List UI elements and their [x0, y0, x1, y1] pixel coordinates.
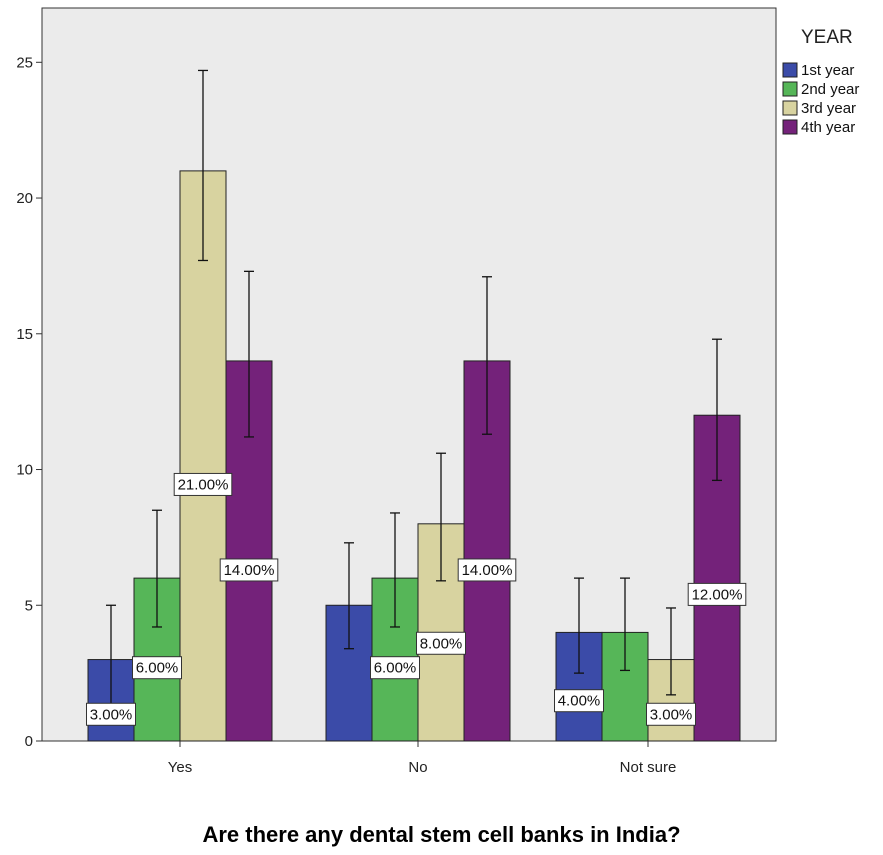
x-tick-label: Yes — [168, 759, 192, 776]
y-tick-label: 25 — [16, 54, 33, 71]
data-label-text: 6.00% — [136, 660, 179, 677]
data-label-text: 3.00% — [650, 706, 693, 723]
data-label: 6.00% — [132, 656, 182, 680]
y-tick-label: 10 — [16, 462, 33, 479]
data-label-text: 6.00% — [374, 660, 417, 677]
data-label-text: 14.00% — [224, 562, 275, 579]
chart: 0 5 10 15 20 25 Yes No Not sure 3.00% 6.00% 21.00… — [16, 7, 859, 776]
data-label-box — [646, 702, 696, 726]
error-bars — [106, 69, 722, 710]
data-label-box — [457, 558, 517, 582]
legend-swatch — [782, 119, 798, 135]
legend-label: 2nd year — [801, 81, 859, 98]
y-axis: 0 5 10 15 20 25 — [16, 54, 42, 750]
data-label-box — [132, 656, 182, 680]
legend-swatch — [782, 62, 798, 78]
data-label-box — [219, 558, 279, 582]
legend-title: YEAR — [801, 27, 853, 48]
data-label: 3.00% — [86, 702, 136, 726]
data-labels: 3.00%6.00%21.00%14.00%6.00%8.00%14.00%4.… — [86, 472, 747, 726]
bar — [693, 414, 741, 742]
data-label-box — [370, 656, 420, 680]
data-label-box — [554, 689, 604, 713]
legend-swatch — [782, 100, 798, 116]
legend-label: 1st year — [801, 62, 854, 79]
x-axis: Yes No Not sure — [168, 741, 677, 776]
legend-label: 3rd year — [801, 100, 856, 117]
y-tick-label: 20 — [16, 190, 33, 207]
data-label: 12.00% — [687, 582, 747, 606]
data-label-box — [86, 702, 136, 726]
data-label-text: 4.00% — [558, 693, 601, 710]
data-label: 6.00% — [370, 656, 420, 680]
data-label-box — [416, 631, 466, 655]
data-label-text: 14.00% — [462, 562, 513, 579]
data-label: 14.00% — [457, 558, 517, 582]
data-label-text: 3.00% — [90, 706, 133, 723]
y-tick-label: 15 — [16, 326, 33, 343]
data-label: 3.00% — [646, 702, 696, 726]
x-tick-label: No — [408, 759, 427, 776]
y-tick-label: 5 — [25, 597, 33, 614]
legend-label: 4th year — [801, 119, 855, 136]
data-label: 21.00% — [173, 472, 233, 496]
data-label-box — [173, 472, 233, 496]
legend: YEAR 1st year 2nd year 3rd year 4th year — [782, 27, 859, 136]
data-label-text: 21.00% — [178, 476, 229, 493]
data-label-box — [687, 582, 747, 606]
chart-title: Are there any dental stem cell banks in … — [202, 822, 681, 847]
x-tick-label: Not sure — [620, 759, 677, 776]
bar — [179, 170, 227, 742]
y-tick-label: 0 — [25, 733, 33, 750]
data-label-text: 12.00% — [692, 586, 743, 603]
data-label-text: 8.00% — [420, 635, 463, 652]
data-label: 4.00% — [554, 689, 604, 713]
data-label: 8.00% — [416, 631, 466, 655]
legend-swatch — [782, 81, 798, 97]
data-label: 14.00% — [219, 558, 279, 582]
